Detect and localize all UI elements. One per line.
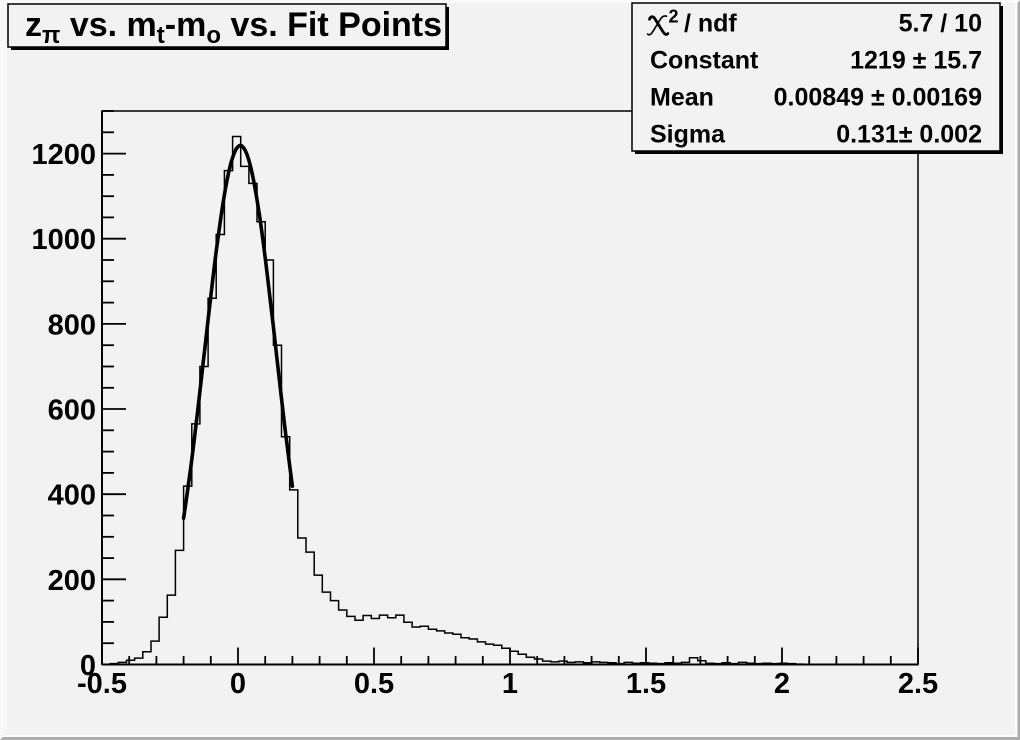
svg-text:0: 0: [230, 668, 246, 700]
svg-text:0.00849 ± 0.00169: 0.00849 ± 0.00169: [774, 84, 982, 112]
svg-text:1200: 1200: [31, 139, 96, 171]
svg-text:zπ vs. mt-mo vs. Fit Points: zπ vs. mt-mo vs. Fit Points: [25, 6, 442, 49]
svg-text:0.131± 0.002: 0.131± 0.002: [836, 121, 982, 149]
svg-text:Constant: Constant: [650, 47, 759, 75]
svg-text:5.7 / 10: 5.7 / 10: [899, 10, 982, 38]
svg-text:1.5: 1.5: [626, 668, 666, 700]
svg-text:Sigma: Sigma: [650, 121, 726, 149]
svg-text:2: 2: [669, 7, 679, 27]
svg-text:-0.5: -0.5: [77, 668, 127, 700]
svg-text:1219 ± 15.7: 1219 ± 15.7: [850, 47, 982, 75]
svg-text:2.5: 2.5: [898, 668, 938, 700]
svg-text:800: 800: [48, 309, 96, 341]
svg-text:0.5: 0.5: [354, 668, 394, 700]
svg-text:400: 400: [48, 480, 96, 512]
svg-text:200: 200: [48, 565, 96, 597]
svg-text:/ ndf: / ndf: [684, 10, 737, 38]
svg-text:1000: 1000: [31, 224, 96, 256]
svg-text:0: 0: [80, 650, 96, 682]
svg-text:600: 600: [48, 395, 96, 427]
svg-text:2: 2: [774, 668, 790, 700]
svg-text:Mean: Mean: [650, 84, 714, 112]
svg-text:1: 1: [502, 668, 518, 700]
